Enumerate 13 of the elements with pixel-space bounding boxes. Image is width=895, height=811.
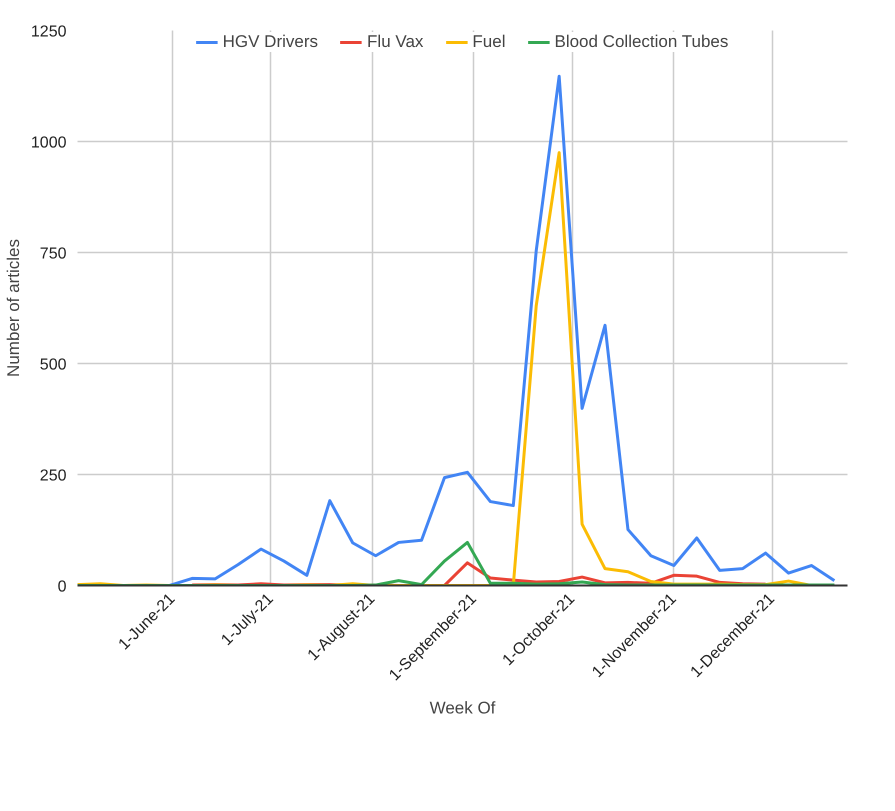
y-tick-label: 1000 bbox=[30, 134, 67, 152]
x-axis-title: Week Of bbox=[430, 698, 496, 718]
y-tick-label: 1250 bbox=[30, 24, 67, 40]
legend-label: Flu Vax bbox=[367, 32, 424, 52]
y-tick-label: 250 bbox=[40, 468, 67, 484]
legend-label: Blood Collection Tubes bbox=[554, 32, 728, 52]
y-tick-label: 500 bbox=[40, 356, 67, 374]
y-tick-label: 750 bbox=[40, 246, 67, 262]
y-axis-title: Number of articles bbox=[4, 239, 23, 377]
legend-label: HGV Drivers bbox=[222, 32, 318, 52]
y-tick-label: 0 bbox=[58, 578, 67, 596]
line-series bbox=[78, 540, 836, 586]
legend-label: Fuel bbox=[472, 32, 506, 52]
